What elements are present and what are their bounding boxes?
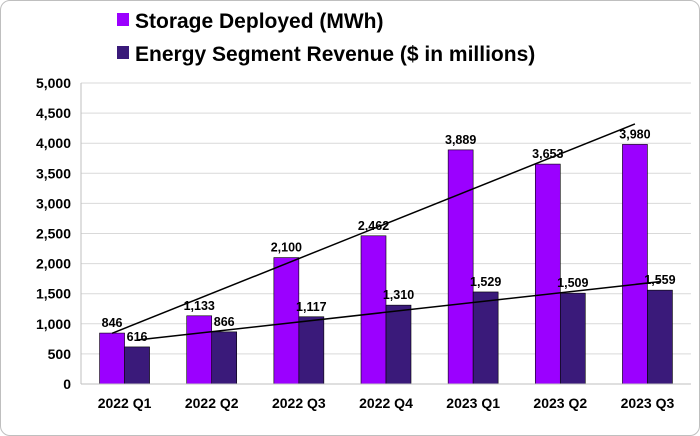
legend-swatch xyxy=(117,46,129,59)
bar-storage xyxy=(534,163,561,385)
bar-revenue xyxy=(124,346,150,385)
y-tick-label: 2,000 xyxy=(36,256,71,272)
x-tick-label: 2023 Q1 xyxy=(446,395,500,411)
data-label: 3,653 xyxy=(532,147,563,161)
bar-revenue xyxy=(298,316,325,385)
trendline-storage xyxy=(111,123,636,335)
bar-storage xyxy=(99,332,125,385)
bar-storage xyxy=(273,257,300,385)
data-label: 846 xyxy=(102,316,123,330)
x-tick-label: 2022 Q2 xyxy=(185,395,239,411)
data-label: 3,980 xyxy=(619,127,650,141)
bar-storage xyxy=(186,315,213,385)
y-tick-label: 0 xyxy=(63,376,71,392)
y-tick-label: 4,500 xyxy=(36,105,71,121)
x-tick-label: 2022 Q1 xyxy=(98,395,152,411)
bar-revenue xyxy=(472,291,499,385)
data-label: 1,509 xyxy=(557,276,588,290)
legend-label: Storage Deployed (MWh) xyxy=(135,10,384,33)
y-tick-label: 1,500 xyxy=(36,286,71,302)
data-label: 1,117 xyxy=(296,300,327,314)
y-tick-label: 5,000 xyxy=(36,75,71,91)
bar-storage xyxy=(360,235,387,385)
data-label: 2,100 xyxy=(271,241,302,255)
x-tick-label: 2023 Q2 xyxy=(533,395,587,411)
data-label: 616 xyxy=(127,330,148,344)
x-tick-label: 2023 Q3 xyxy=(621,395,675,411)
bar-revenue xyxy=(211,331,238,385)
bar-storage xyxy=(622,144,648,385)
legend-label: Energy Segment Revenue ($ in millions) xyxy=(135,43,535,66)
legend-swatch xyxy=(117,13,129,26)
data-label: 3,889 xyxy=(445,133,476,147)
bar-revenue xyxy=(385,304,412,385)
data-label: 1,559 xyxy=(644,273,675,287)
trendline-revenue xyxy=(136,280,661,341)
bar-revenue xyxy=(559,292,586,385)
x-tick-label: 2022 Q4 xyxy=(359,395,413,411)
y-tick-label: 500 xyxy=(48,346,72,362)
bar-revenue xyxy=(647,289,673,385)
bar-storage xyxy=(447,149,474,385)
x-tick-label: 2022 Q3 xyxy=(272,395,326,411)
data-label: 2,462 xyxy=(358,219,389,233)
y-tick-label: 3,000 xyxy=(36,195,71,211)
y-tick-label: 3,500 xyxy=(36,165,71,181)
y-tick-label: 4,000 xyxy=(36,135,71,151)
data-label: 1,529 xyxy=(470,275,501,289)
data-label: 1,133 xyxy=(184,299,215,313)
y-tick-label: 2,500 xyxy=(36,226,71,242)
y-tick-label: 1,000 xyxy=(36,316,71,332)
data-label: 866 xyxy=(214,315,235,329)
data-label: 1,310 xyxy=(383,288,414,302)
